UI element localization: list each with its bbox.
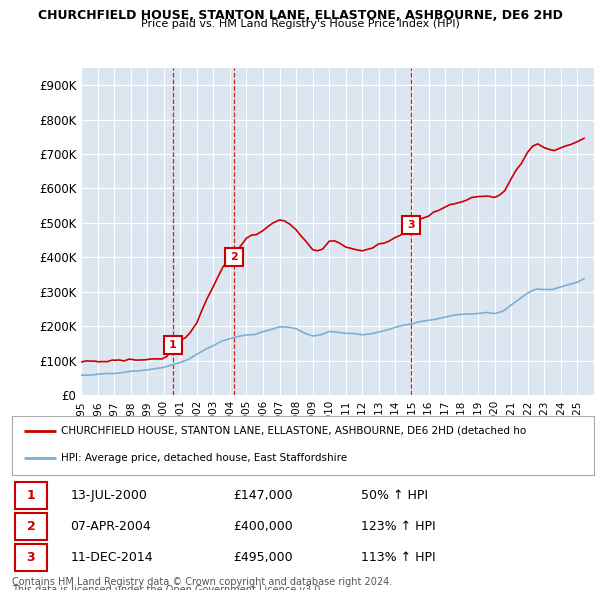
Text: 113% ↑ HPI: 113% ↑ HPI <box>361 551 436 564</box>
Text: This data is licensed under the Open Government Licence v3.0.: This data is licensed under the Open Gov… <box>12 585 323 590</box>
Text: £147,000: £147,000 <box>233 489 293 502</box>
Text: Contains HM Land Registry data © Crown copyright and database right 2024.: Contains HM Land Registry data © Crown c… <box>12 577 392 587</box>
FancyBboxPatch shape <box>15 482 47 509</box>
Text: 1: 1 <box>26 489 35 502</box>
Text: 11-DEC-2014: 11-DEC-2014 <box>70 551 153 564</box>
Text: 2: 2 <box>26 520 35 533</box>
Text: 2: 2 <box>230 253 238 263</box>
Text: CHURCHFIELD HOUSE, STANTON LANE, ELLASTONE, ASHBOURNE, DE6 2HD: CHURCHFIELD HOUSE, STANTON LANE, ELLASTO… <box>38 9 562 22</box>
Text: HPI: Average price, detached house, East Staffordshire: HPI: Average price, detached house, East… <box>61 454 347 463</box>
Text: £400,000: £400,000 <box>233 520 293 533</box>
Text: 123% ↑ HPI: 123% ↑ HPI <box>361 520 436 533</box>
Text: 13-JUL-2000: 13-JUL-2000 <box>70 489 147 502</box>
Text: Price paid vs. HM Land Registry's House Price Index (HPI): Price paid vs. HM Land Registry's House … <box>140 19 460 30</box>
Text: £495,000: £495,000 <box>233 551 293 564</box>
Text: 1: 1 <box>169 340 176 350</box>
Text: 3: 3 <box>26 551 35 564</box>
Text: 3: 3 <box>407 219 415 230</box>
Text: 50% ↑ HPI: 50% ↑ HPI <box>361 489 428 502</box>
FancyBboxPatch shape <box>15 544 47 571</box>
Text: CHURCHFIELD HOUSE, STANTON LANE, ELLASTONE, ASHBOURNE, DE6 2HD (detached ho: CHURCHFIELD HOUSE, STANTON LANE, ELLASTO… <box>61 426 527 435</box>
FancyBboxPatch shape <box>15 513 47 540</box>
Text: 07-APR-2004: 07-APR-2004 <box>70 520 151 533</box>
